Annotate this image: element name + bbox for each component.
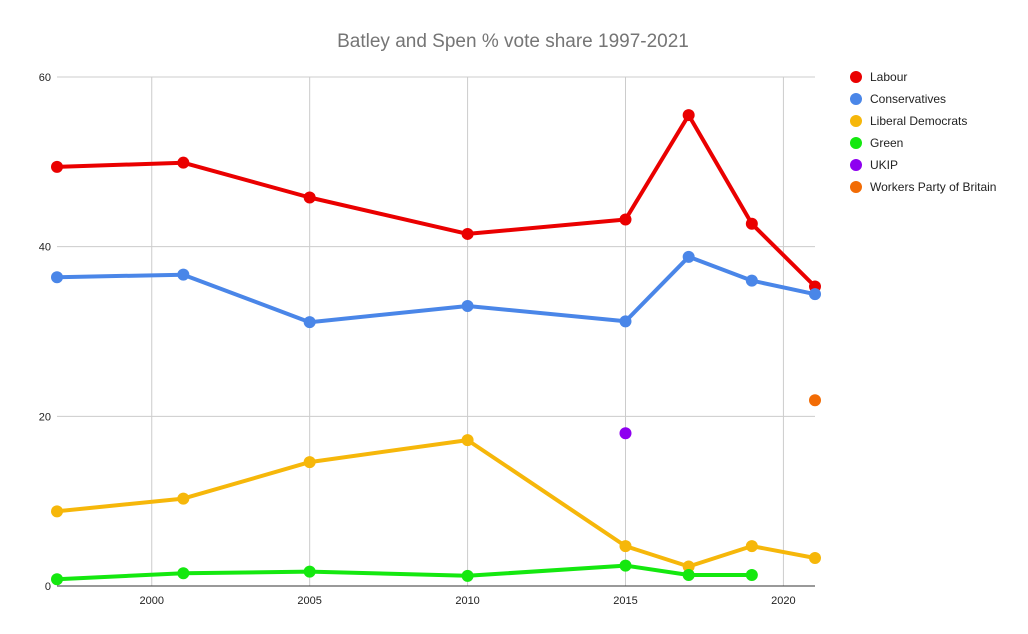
data-point xyxy=(745,540,758,553)
data-point xyxy=(51,505,63,518)
legend-label: Labour xyxy=(870,70,907,84)
data-point xyxy=(619,540,632,553)
data-point xyxy=(177,156,190,169)
y-tick-label: 60 xyxy=(39,72,51,84)
series-line xyxy=(55,254,817,325)
legend-label: Workers Party of Britain xyxy=(870,180,996,194)
data-point xyxy=(303,191,316,204)
legend-swatch xyxy=(850,71,862,83)
data-point xyxy=(177,492,190,505)
data-point xyxy=(682,109,695,122)
legend-swatch xyxy=(850,137,862,149)
data-point xyxy=(51,271,63,284)
data-point xyxy=(303,456,316,469)
data-point xyxy=(619,427,632,440)
legend-label: UKIP xyxy=(870,158,898,172)
x-tick-label: 2010 xyxy=(455,595,479,607)
series-conservatives xyxy=(51,250,821,329)
legend-item: Workers Party of Britain xyxy=(850,180,996,194)
data-point xyxy=(619,315,632,328)
series-line xyxy=(55,438,817,569)
chart-title: Batley and Spen % vote share 1997-2021 xyxy=(337,31,689,52)
data-point xyxy=(303,565,316,578)
series-workers-party-of-britain xyxy=(809,394,821,407)
series-line xyxy=(55,563,754,582)
legend-swatch xyxy=(850,159,862,171)
data-point xyxy=(461,569,474,582)
series-liberal-democrats xyxy=(51,434,821,573)
data-point xyxy=(461,227,474,240)
y-tick-label: 40 xyxy=(39,242,51,254)
data-point xyxy=(303,316,316,329)
legend-swatch xyxy=(850,181,862,193)
data-point xyxy=(809,394,821,407)
series-ukip xyxy=(619,427,632,440)
legend: Labour Conservatives Liberal Democrats Gree… xyxy=(850,70,996,194)
x-tick-label: 2005 xyxy=(297,595,321,607)
legend-swatch xyxy=(850,115,862,127)
data-point xyxy=(177,268,190,281)
legend-item: UKIP xyxy=(850,158,898,172)
legend-label: Liberal Democrats xyxy=(870,114,967,128)
legend-item: Green xyxy=(850,136,903,150)
axes: 0 20 40 60 2000 2005 2010 2015 2020 xyxy=(39,72,815,607)
data-point xyxy=(745,217,758,230)
series-line xyxy=(55,113,817,289)
data-point xyxy=(809,288,821,301)
data-point xyxy=(461,434,474,447)
legend-item: Liberal Democrats xyxy=(850,114,967,128)
legend-label: Green xyxy=(870,136,903,150)
data-point xyxy=(51,573,63,586)
data-point xyxy=(745,274,758,287)
data-point xyxy=(51,160,63,173)
legend-swatch xyxy=(850,93,862,105)
gridlines xyxy=(57,76,815,586)
y-tick-label: 0 xyxy=(45,581,51,593)
data-point xyxy=(745,568,758,581)
data-point xyxy=(809,552,821,565)
x-tick-label: 2000 xyxy=(140,595,164,607)
x-tick-label: 2015 xyxy=(613,595,637,607)
series-group xyxy=(51,109,821,586)
data-point xyxy=(461,300,474,313)
legend-item: Labour xyxy=(850,70,907,84)
series-green xyxy=(51,559,758,586)
data-point xyxy=(619,213,632,226)
data-point xyxy=(682,560,695,573)
data-point xyxy=(682,250,695,263)
data-point xyxy=(619,559,632,572)
x-tick-label: 2020 xyxy=(771,595,795,607)
legend-label: Conservatives xyxy=(870,92,946,106)
data-point xyxy=(177,567,190,580)
legend-item: Conservatives xyxy=(850,92,946,106)
y-tick-label: 20 xyxy=(39,411,51,423)
data-point xyxy=(682,568,695,581)
